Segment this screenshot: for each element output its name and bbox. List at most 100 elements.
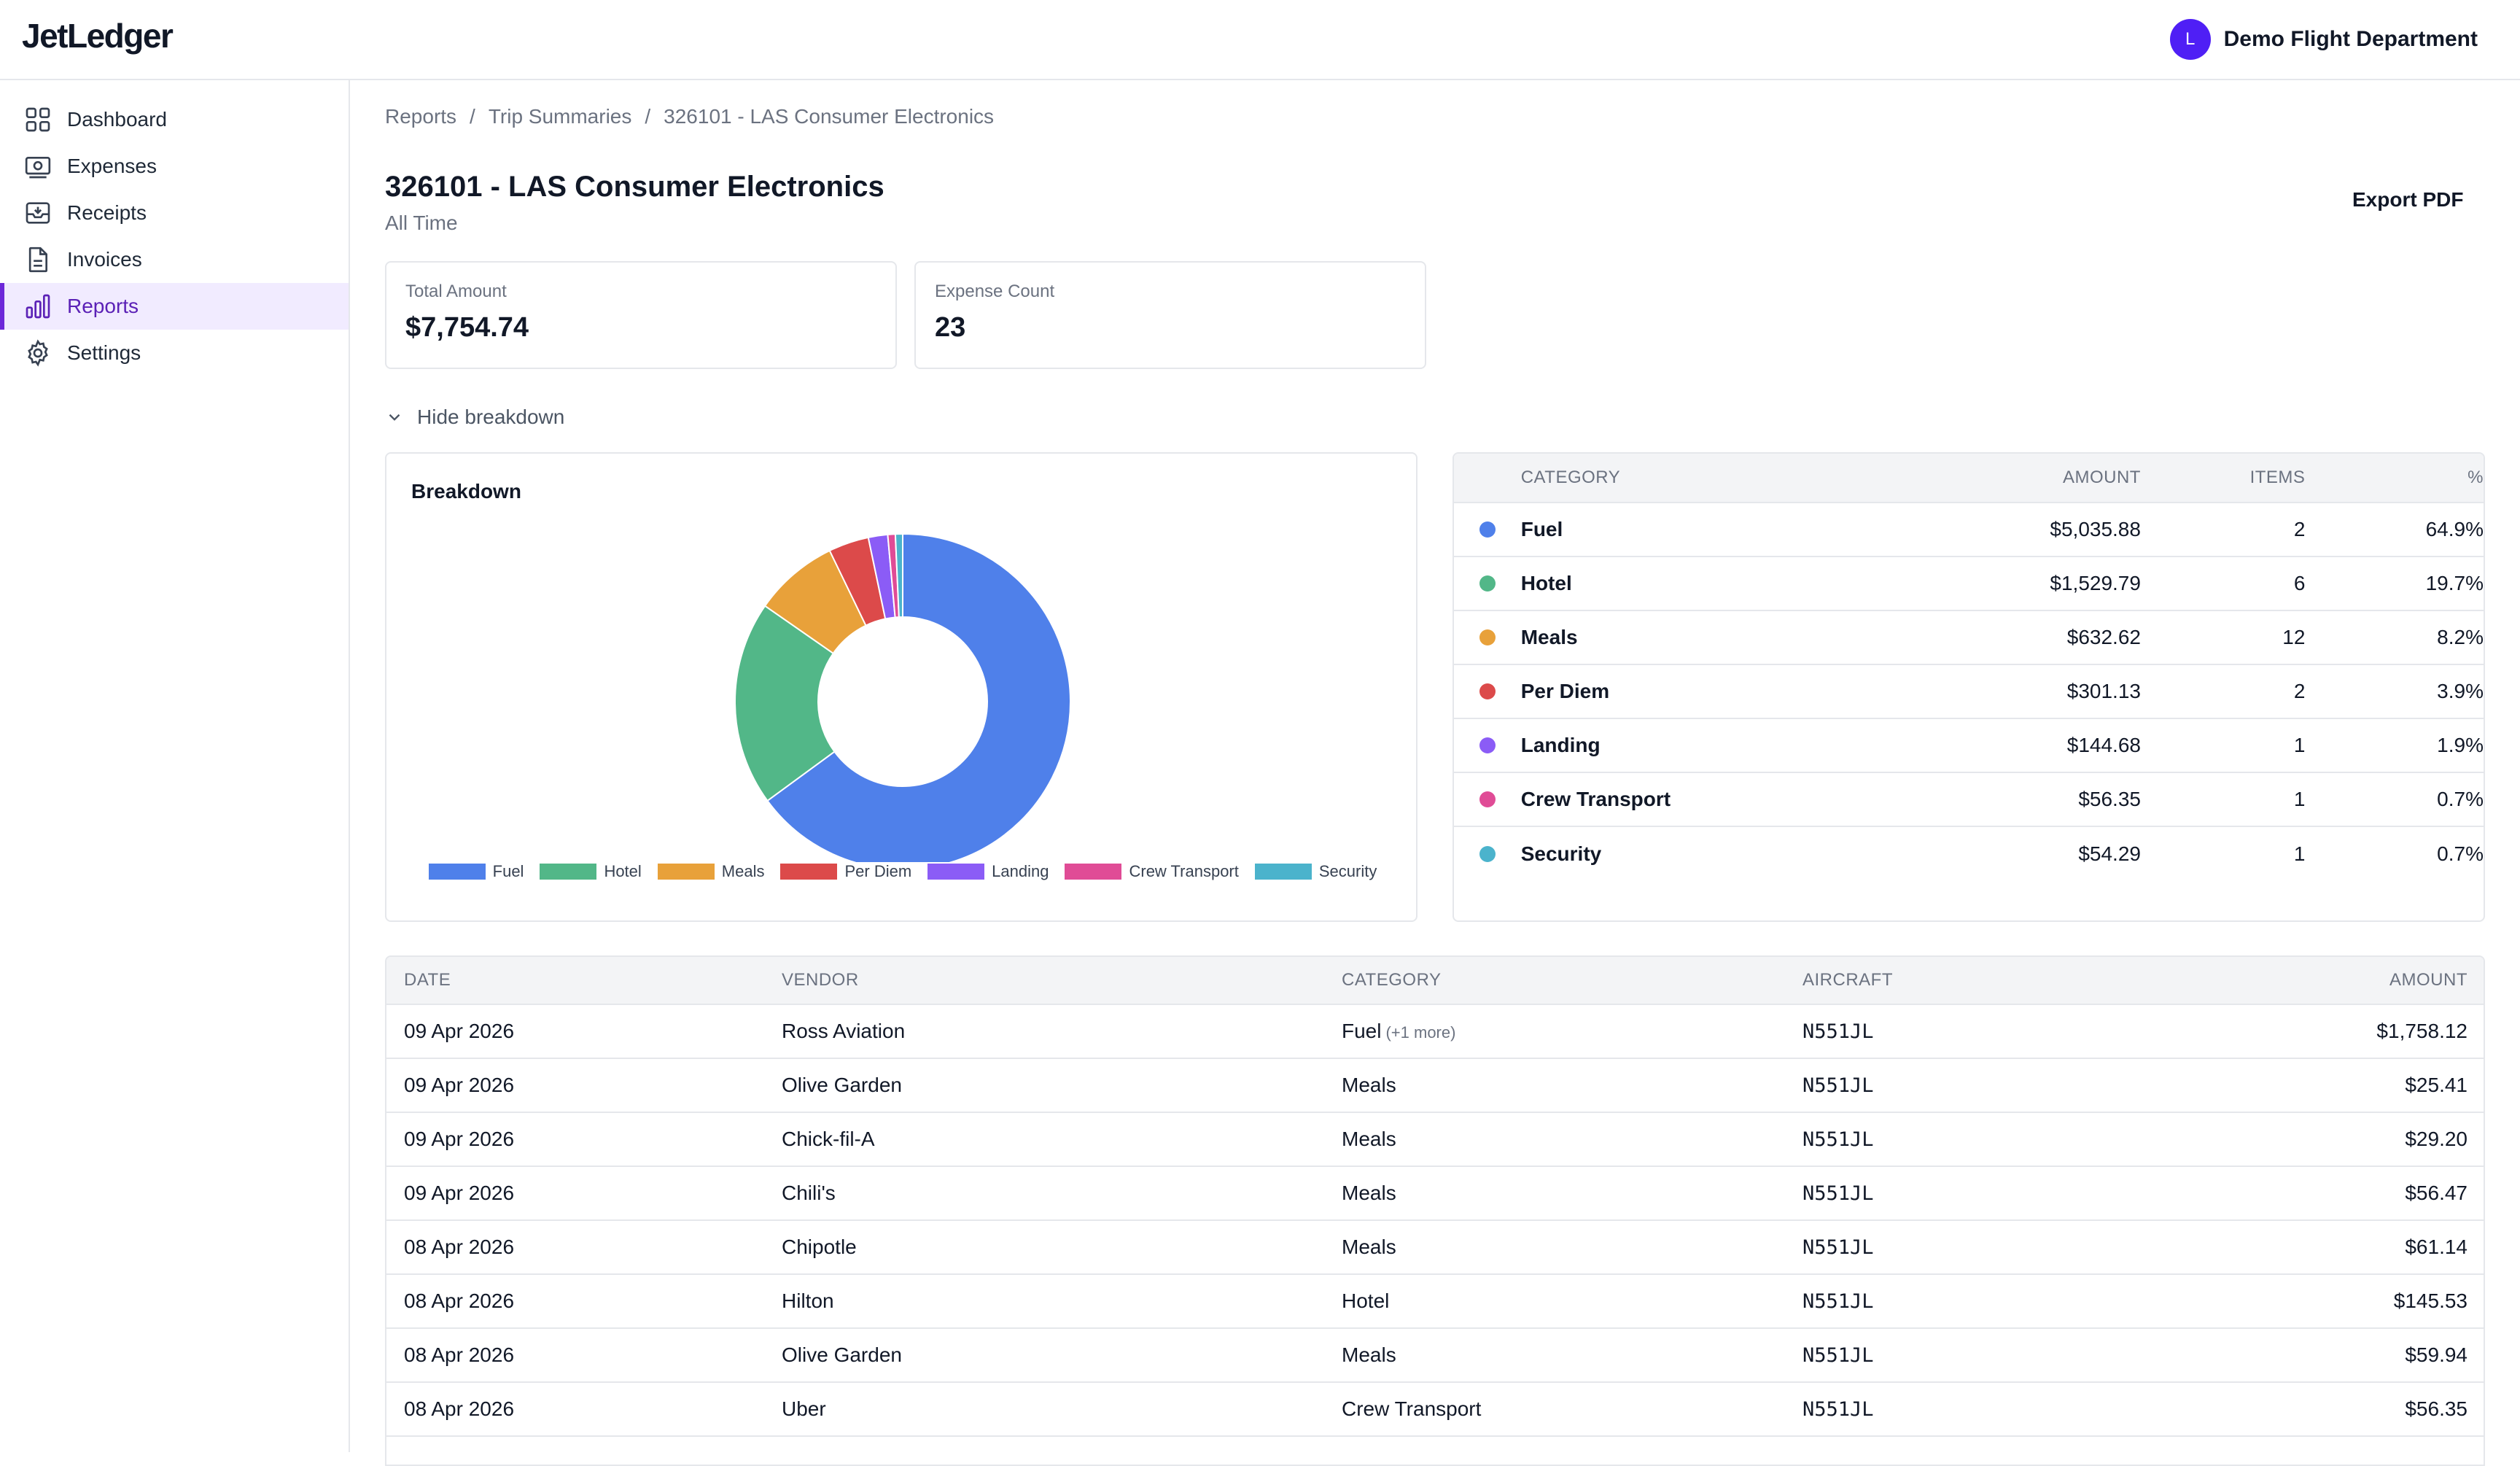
category-items: 6 bbox=[2293, 572, 2306, 594]
sidebar-item-expenses[interactable]: Expenses bbox=[0, 143, 349, 190]
breadcrumb-reports[interactable]: Reports bbox=[385, 105, 457, 128]
header-category[interactable]: CATEGORY bbox=[1342, 970, 1442, 990]
table-row[interactable]: 09 Apr 2026 Ross Aviation Fuel (+1 more) N55… bbox=[386, 1005, 2484, 1059]
breakdown-chart-card: Breakdown Fuel Hotel Meals Per Diem Landing C… bbox=[385, 452, 1418, 922]
org-switcher[interactable]: L Demo Flight Department bbox=[2169, 19, 2478, 60]
legend-item-fuel[interactable]: Fuel bbox=[428, 862, 524, 881]
category-name: Meals bbox=[1520, 626, 1578, 648]
legend-item-hotel[interactable]: Hotel bbox=[540, 862, 642, 881]
expense-date: 08 Apr 2026 bbox=[404, 1343, 515, 1366]
legend-swatch bbox=[657, 864, 715, 880]
expense-aircraft: N551JL bbox=[1802, 1236, 1874, 1259]
table-row[interactable]: 08 Apr 2026 Uber Crew Transport N551JL $56.3… bbox=[386, 1383, 2484, 1437]
expense-amount: $56.47 bbox=[2405, 1182, 2468, 1204]
expense-category-label: Hotel bbox=[1342, 1289, 1390, 1312]
header-amount[interactable]: AMOUNT bbox=[2062, 468, 2141, 487]
category-amount: $56.35 bbox=[2078, 788, 2141, 810]
category-name: Crew Transport bbox=[1520, 788, 1671, 810]
hide-breakdown-toggle[interactable]: Hide breakdown bbox=[385, 406, 564, 429]
expense-category: Meals bbox=[1342, 1343, 1802, 1367]
legend-label: Meals bbox=[721, 862, 765, 880]
org-name[interactable]: Demo Flight Department bbox=[2223, 27, 2478, 51]
category-row[interactable]: Security $54.29 1 0.7% bbox=[1454, 827, 2484, 881]
expense-vendor: Chili's bbox=[782, 1182, 836, 1204]
header-vendor[interactable]: VENDOR bbox=[782, 970, 859, 990]
category-amount: $301.13 bbox=[2066, 680, 2141, 702]
category-row[interactable]: Meals $632.62 12 8.2% bbox=[1454, 611, 2484, 665]
legend-swatch bbox=[928, 864, 985, 880]
table-row[interactable]: 09 Apr 2026 Olive Garden Meals N551JL $25.41 bbox=[386, 1059, 2484, 1113]
export-pdf-button[interactable]: Export PDF bbox=[2352, 188, 2464, 211]
header-percent[interactable]: % bbox=[2468, 468, 2484, 487]
sidebar-item-invoices[interactable]: Invoices bbox=[0, 236, 349, 283]
sidebar-item-dashboard[interactable]: Dashboard bbox=[0, 96, 349, 143]
donut-slice-fuel[interactable] bbox=[766, 532, 1071, 862]
sidebar-item-label: Dashboard bbox=[67, 108, 167, 131]
category-dot-cell bbox=[1454, 683, 1521, 699]
table-row[interactable]: 09 Apr 2026 Chick-fil-A Meals N551JL $29.20 bbox=[386, 1113, 2484, 1167]
donut-slice-security[interactable] bbox=[894, 532, 903, 618]
stat-label: Total Amount bbox=[405, 282, 507, 301]
expense-count-card: Expense Count 23 bbox=[914, 261, 1426, 369]
legend-item-security[interactable]: Security bbox=[1254, 862, 1377, 881]
expense-date: 08 Apr 2026 bbox=[404, 1397, 515, 1420]
expense-category-label: Fuel bbox=[1342, 1020, 1382, 1042]
chart-legend: Fuel Hotel Meals Per Diem Landing Crew Transp… bbox=[386, 862, 1419, 881]
table-row[interactable]: 08 Apr 2026 Olive Garden Meals N551JL $59.94 bbox=[386, 1329, 2484, 1383]
sidebar-item-settings[interactable]: Settings bbox=[0, 330, 349, 376]
stat-value: 23 bbox=[935, 312, 966, 343]
breadcrumb-trip-summaries[interactable]: Trip Summaries bbox=[488, 105, 632, 128]
sidebar-item-label: Receipts bbox=[67, 201, 147, 224]
legend-item-meals[interactable]: Meals bbox=[657, 862, 765, 881]
category-color-dot bbox=[1479, 521, 1496, 538]
avatar[interactable]: L bbox=[2169, 19, 2211, 60]
category-dot-cell bbox=[1454, 791, 1521, 807]
header-date[interactable]: DATE bbox=[404, 970, 451, 990]
category-row[interactable]: Per Diem $301.13 2 3.9% bbox=[1454, 665, 2484, 719]
expense-category-label: Meals bbox=[1342, 1236, 1396, 1258]
dashboard-icon bbox=[26, 107, 50, 132]
header-items[interactable]: ITEMS bbox=[2249, 468, 2306, 487]
expense-aircraft: N551JL bbox=[1802, 1020, 1874, 1043]
category-row[interactable]: Hotel $1,529.79 6 19.7% bbox=[1454, 557, 2484, 611]
category-row[interactable]: Landing $144.68 1 1.9% bbox=[1454, 719, 2484, 773]
legend-label: Per Diem bbox=[844, 862, 912, 880]
legend-item-crew-transport[interactable]: Crew Transport bbox=[1065, 862, 1239, 881]
category-amount: $54.29 bbox=[2078, 842, 2141, 865]
category-amount: $632.62 bbox=[2066, 626, 2141, 648]
category-percent: 0.7% bbox=[2437, 842, 2484, 865]
category-amount: $5,035.88 bbox=[2050, 518, 2141, 540]
category-dot-cell bbox=[1454, 629, 1521, 645]
expense-category: Crew Transport bbox=[1342, 1397, 1802, 1421]
total-amount-card: Total Amount $7,754.74 bbox=[385, 261, 897, 369]
table-row[interactable]: 08 Apr 2026 Chipotle Meals N551JL $61.14 bbox=[386, 1221, 2484, 1275]
expense-table: DATE VENDOR CATEGORY AIRCRAFT AMOUNT 09 … bbox=[385, 955, 2485, 1466]
sidebar-item-receipts[interactable]: Receipts bbox=[0, 190, 349, 236]
expense-aircraft: N551JL bbox=[1802, 1074, 1874, 1097]
category-name: Landing bbox=[1520, 734, 1601, 756]
category-name: Per Diem bbox=[1520, 680, 1610, 702]
donut-slice-hotel[interactable] bbox=[734, 605, 836, 802]
reports-icon bbox=[26, 294, 50, 319]
sidebar-item-reports[interactable]: Reports bbox=[0, 283, 349, 330]
category-percent: 64.9% bbox=[2425, 518, 2484, 540]
expense-category: Meals bbox=[1342, 1236, 1802, 1259]
expense-vendor: Olive Garden bbox=[782, 1343, 902, 1366]
category-items: 2 bbox=[2293, 680, 2306, 702]
legend-item-per-diem[interactable]: Per Diem bbox=[780, 862, 911, 881]
header-aircraft[interactable]: AIRCRAFT bbox=[1802, 970, 1893, 990]
category-name: Fuel bbox=[1520, 518, 1563, 540]
category-name: Security bbox=[1520, 842, 1602, 865]
category-color-dot bbox=[1479, 846, 1496, 862]
category-row[interactable]: Fuel $5,035.88 2 64.9% bbox=[1454, 503, 2484, 557]
category-color-dot bbox=[1479, 575, 1496, 592]
table-row[interactable]: 09 Apr 2026 Chili's Meals N551JL $56.47 bbox=[386, 1167, 2484, 1221]
legend-item-landing[interactable]: Landing bbox=[928, 862, 1049, 881]
table-row[interactable]: 08 Apr 2026 Hilton Hotel N551JL $145.53 bbox=[386, 1275, 2484, 1329]
category-row[interactable]: Crew Transport $56.35 1 0.7% bbox=[1454, 773, 2484, 827]
category-dot-cell bbox=[1454, 521, 1521, 538]
page-title: 326101 - LAS Consumer Electronics bbox=[385, 171, 884, 203]
header-amount[interactable]: AMOUNT bbox=[2389, 970, 2468, 990]
header-category[interactable]: CATEGORY bbox=[1520, 468, 1621, 487]
app-logo[interactable]: JetLedger bbox=[22, 17, 174, 55]
